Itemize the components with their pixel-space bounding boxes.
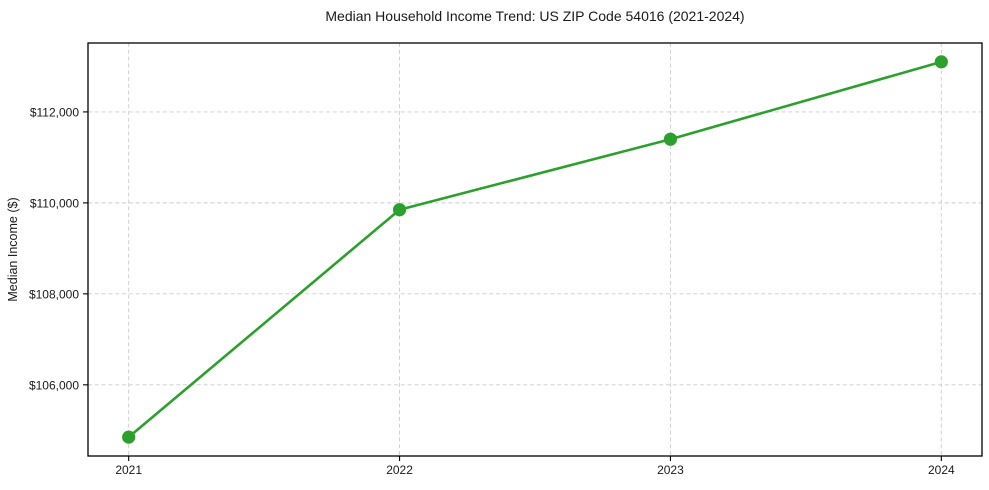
y-tick-label: $110,000 (30, 196, 79, 210)
income-trend-series (122, 55, 948, 444)
x-tick-label: 2024 (928, 463, 955, 477)
x-tick-label: 2021 (115, 463, 142, 477)
gridlines (88, 43, 982, 456)
y-tick-label: $108,000 (29, 287, 79, 301)
data-point-2023 (663, 132, 678, 146)
plot-border (87, 42, 983, 457)
data-point-2022 (392, 203, 407, 217)
trend-line (127, 60, 943, 439)
chart-title: Median Household Income Trend: US ZIP Co… (325, 8, 744, 24)
axis-ticks: 2021 2022 2023 2024 $106,000 $108,000 $110,000… (29, 105, 955, 477)
y-tick-label: $106,000 (29, 378, 79, 392)
x-tick-label: 2022 (386, 463, 413, 477)
x-tick-label: 2023 (657, 463, 684, 477)
data-point-2021 (122, 430, 136, 444)
y-axis-label: Median Income ($) (6, 197, 20, 301)
y-tick-label: $112,000 (30, 105, 79, 119)
data-point-2024 (934, 55, 948, 69)
